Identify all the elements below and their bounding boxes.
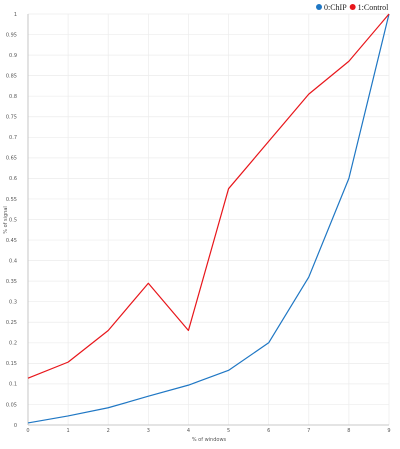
x-tick-label: 0 bbox=[26, 428, 29, 434]
x-tick-label: 2 bbox=[107, 428, 110, 434]
x-tick-label: 8 bbox=[347, 428, 350, 434]
series-line-1-control bbox=[27, 13, 390, 379]
y-tick-label: 0.25 bbox=[6, 320, 17, 326]
y-tick-label: 0.4 bbox=[9, 258, 17, 264]
y-axis-title: % of signal bbox=[3, 206, 9, 234]
legend-marker-icon bbox=[316, 4, 322, 10]
y-tick-label: 0.8 bbox=[9, 94, 17, 100]
y-tick-label: 0.45 bbox=[6, 238, 17, 244]
x-tick-label: 6 bbox=[267, 428, 270, 434]
y-tick-label: 1 bbox=[14, 12, 17, 18]
grid-lines bbox=[27, 13, 390, 426]
y-tick-label: 0.6 bbox=[9, 176, 17, 182]
y-tick-label: 0.3 bbox=[9, 300, 17, 306]
y-tick-label: 0.9 bbox=[9, 53, 17, 59]
y-tick-label: 0.95 bbox=[6, 32, 17, 38]
y-axis-ticks: 0 0.05 0.1 0.15 0.2 0.25 0.3 0.35 0.4 0.45 0.5 0.55… bbox=[6, 12, 17, 429]
legend-item-1-control[interactable]: 1:Control bbox=[349, 3, 389, 12]
y-tick-label: 0.7 bbox=[9, 135, 17, 141]
x-axis-title: % of windows bbox=[192, 437, 227, 443]
x-tick-label: 7 bbox=[307, 428, 310, 434]
x-tick-label: 3 bbox=[147, 428, 150, 434]
y-tick-label: 0.55 bbox=[6, 197, 17, 203]
y-tick-label: 0.1 bbox=[9, 382, 17, 388]
x-tick-label: 5 bbox=[227, 428, 230, 434]
x-axis-ticks: 0 1 2 3 4 5 6 7 8 9 bbox=[26, 428, 390, 434]
axes bbox=[27, 14, 389, 426]
y-tick-label: 0.2 bbox=[9, 341, 17, 347]
y-tick-label: 0.05 bbox=[6, 402, 17, 408]
x-tick-label: 4 bbox=[187, 428, 190, 434]
y-tick-label: 0.5 bbox=[9, 217, 17, 223]
x-tick-label: 1 bbox=[67, 428, 70, 434]
legend-item-0-chip[interactable]: 0:ChIP bbox=[316, 3, 347, 12]
y-tick-label: 0.85 bbox=[6, 73, 17, 79]
y-tick-label: 0 bbox=[14, 423, 17, 429]
y-tick-label: 0.35 bbox=[6, 279, 17, 285]
series-line-0-chip bbox=[27, 13, 390, 424]
legend[interactable]: 0:ChIP 1:Control bbox=[316, 3, 389, 12]
y-tick-label: 0.15 bbox=[6, 361, 17, 367]
series-lines bbox=[27, 13, 390, 424]
y-tick-label: 0.65 bbox=[6, 156, 17, 162]
x-tick-label: 9 bbox=[387, 428, 390, 434]
legend-label: 0:ChIP bbox=[324, 3, 347, 12]
y-tick-label: 0.75 bbox=[6, 115, 17, 121]
legend-label: 1:Control bbox=[358, 3, 389, 12]
legend-marker-icon bbox=[349, 4, 356, 10]
